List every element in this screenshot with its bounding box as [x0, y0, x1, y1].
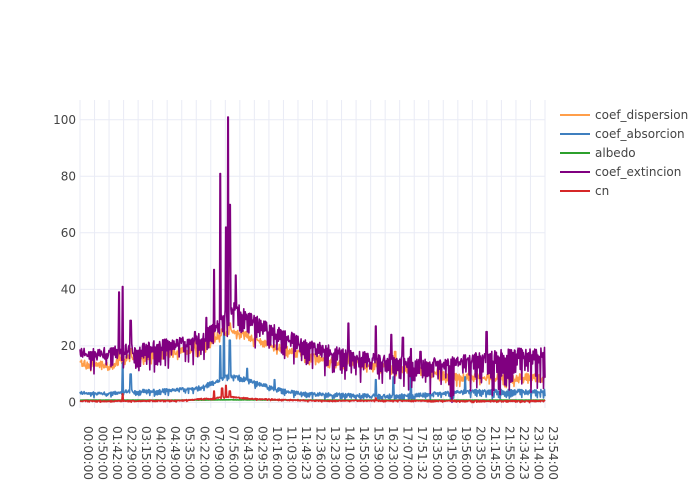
x-tick-label: 05:35:00	[183, 426, 197, 480]
x-axis: 00:00:00 00:50:00 01:42:00 02:29:00 03:15:00…	[81, 426, 560, 480]
x-tick-label: 04:02:00	[154, 426, 168, 480]
x-tick-label: 17:51:32	[415, 426, 429, 480]
y-tick-label: 20	[61, 339, 76, 353]
x-tick-label: 18:35:00	[430, 426, 444, 480]
x-tick-label: 17:07:00	[401, 426, 415, 480]
x-tick-label: 10:16:00	[270, 426, 284, 480]
legend-label[interactable]: coef_absorcion	[595, 127, 685, 141]
x-tick-label: 07:09:00	[212, 426, 226, 480]
x-tick-label: 03:15:00	[139, 426, 153, 480]
x-tick-label: 19:56:00	[459, 426, 473, 480]
y-tick-label: 40	[61, 282, 76, 296]
x-tick-label: 16:23:00	[386, 426, 400, 480]
series-line-cn	[79, 384, 546, 404]
series-line-coef-absorcion	[79, 328, 546, 402]
x-tick-label: 08:43:00	[241, 426, 255, 480]
y-tick-label: 80	[61, 169, 76, 183]
legend-label[interactable]: coef_dispersion	[595, 108, 688, 122]
legend-label[interactable]: cn	[595, 184, 609, 198]
x-tick-label: 14:55:00	[357, 426, 371, 480]
x-tick-label: 22:34:23	[517, 426, 531, 480]
x-tick-label: 02:29:00	[125, 426, 139, 480]
legend-label[interactable]: albedo	[595, 146, 636, 160]
y-axis: 0 20 40 60 80 100	[53, 113, 76, 410]
x-tick-label: 06:22:00	[197, 426, 211, 480]
series-group	[79, 116, 546, 404]
x-tick-label: 21:55:00	[502, 426, 516, 480]
legend-label[interactable]: coef_extincion	[595, 165, 681, 179]
x-tick-label: 19:15:00	[444, 426, 458, 480]
series-line-coef-extincion	[79, 116, 546, 404]
x-tick-label: 09:29:55	[255, 426, 269, 480]
y-tick-label: 60	[61, 226, 76, 240]
x-tick-label: 13:23:00	[328, 426, 342, 480]
x-tick-label: 14:10:00	[343, 426, 357, 480]
x-tick-label: 01:42:00	[110, 426, 124, 480]
x-tick-label: 20:35:00	[473, 426, 487, 480]
x-tick-label: 15:39:00	[372, 426, 386, 480]
x-tick-label: 23:54:00	[546, 426, 560, 480]
x-tick-label: 00:50:00	[96, 426, 110, 480]
x-tick-label: 21:14:55	[488, 426, 502, 480]
y-tick-label: 0	[68, 395, 76, 409]
x-tick-label: 11:03:00	[284, 426, 298, 480]
x-tick-label: 12:36:00	[314, 426, 328, 480]
x-tick-label: 04:49:00	[168, 426, 182, 480]
y-tick-label: 100	[53, 113, 76, 127]
x-tick-label: 00:00:00	[81, 426, 95, 480]
x-tick-label: 07:56:00	[226, 426, 240, 480]
x-tick-label: 23:14:00	[531, 426, 545, 480]
x-tick-label: 11:49:23	[299, 426, 313, 480]
